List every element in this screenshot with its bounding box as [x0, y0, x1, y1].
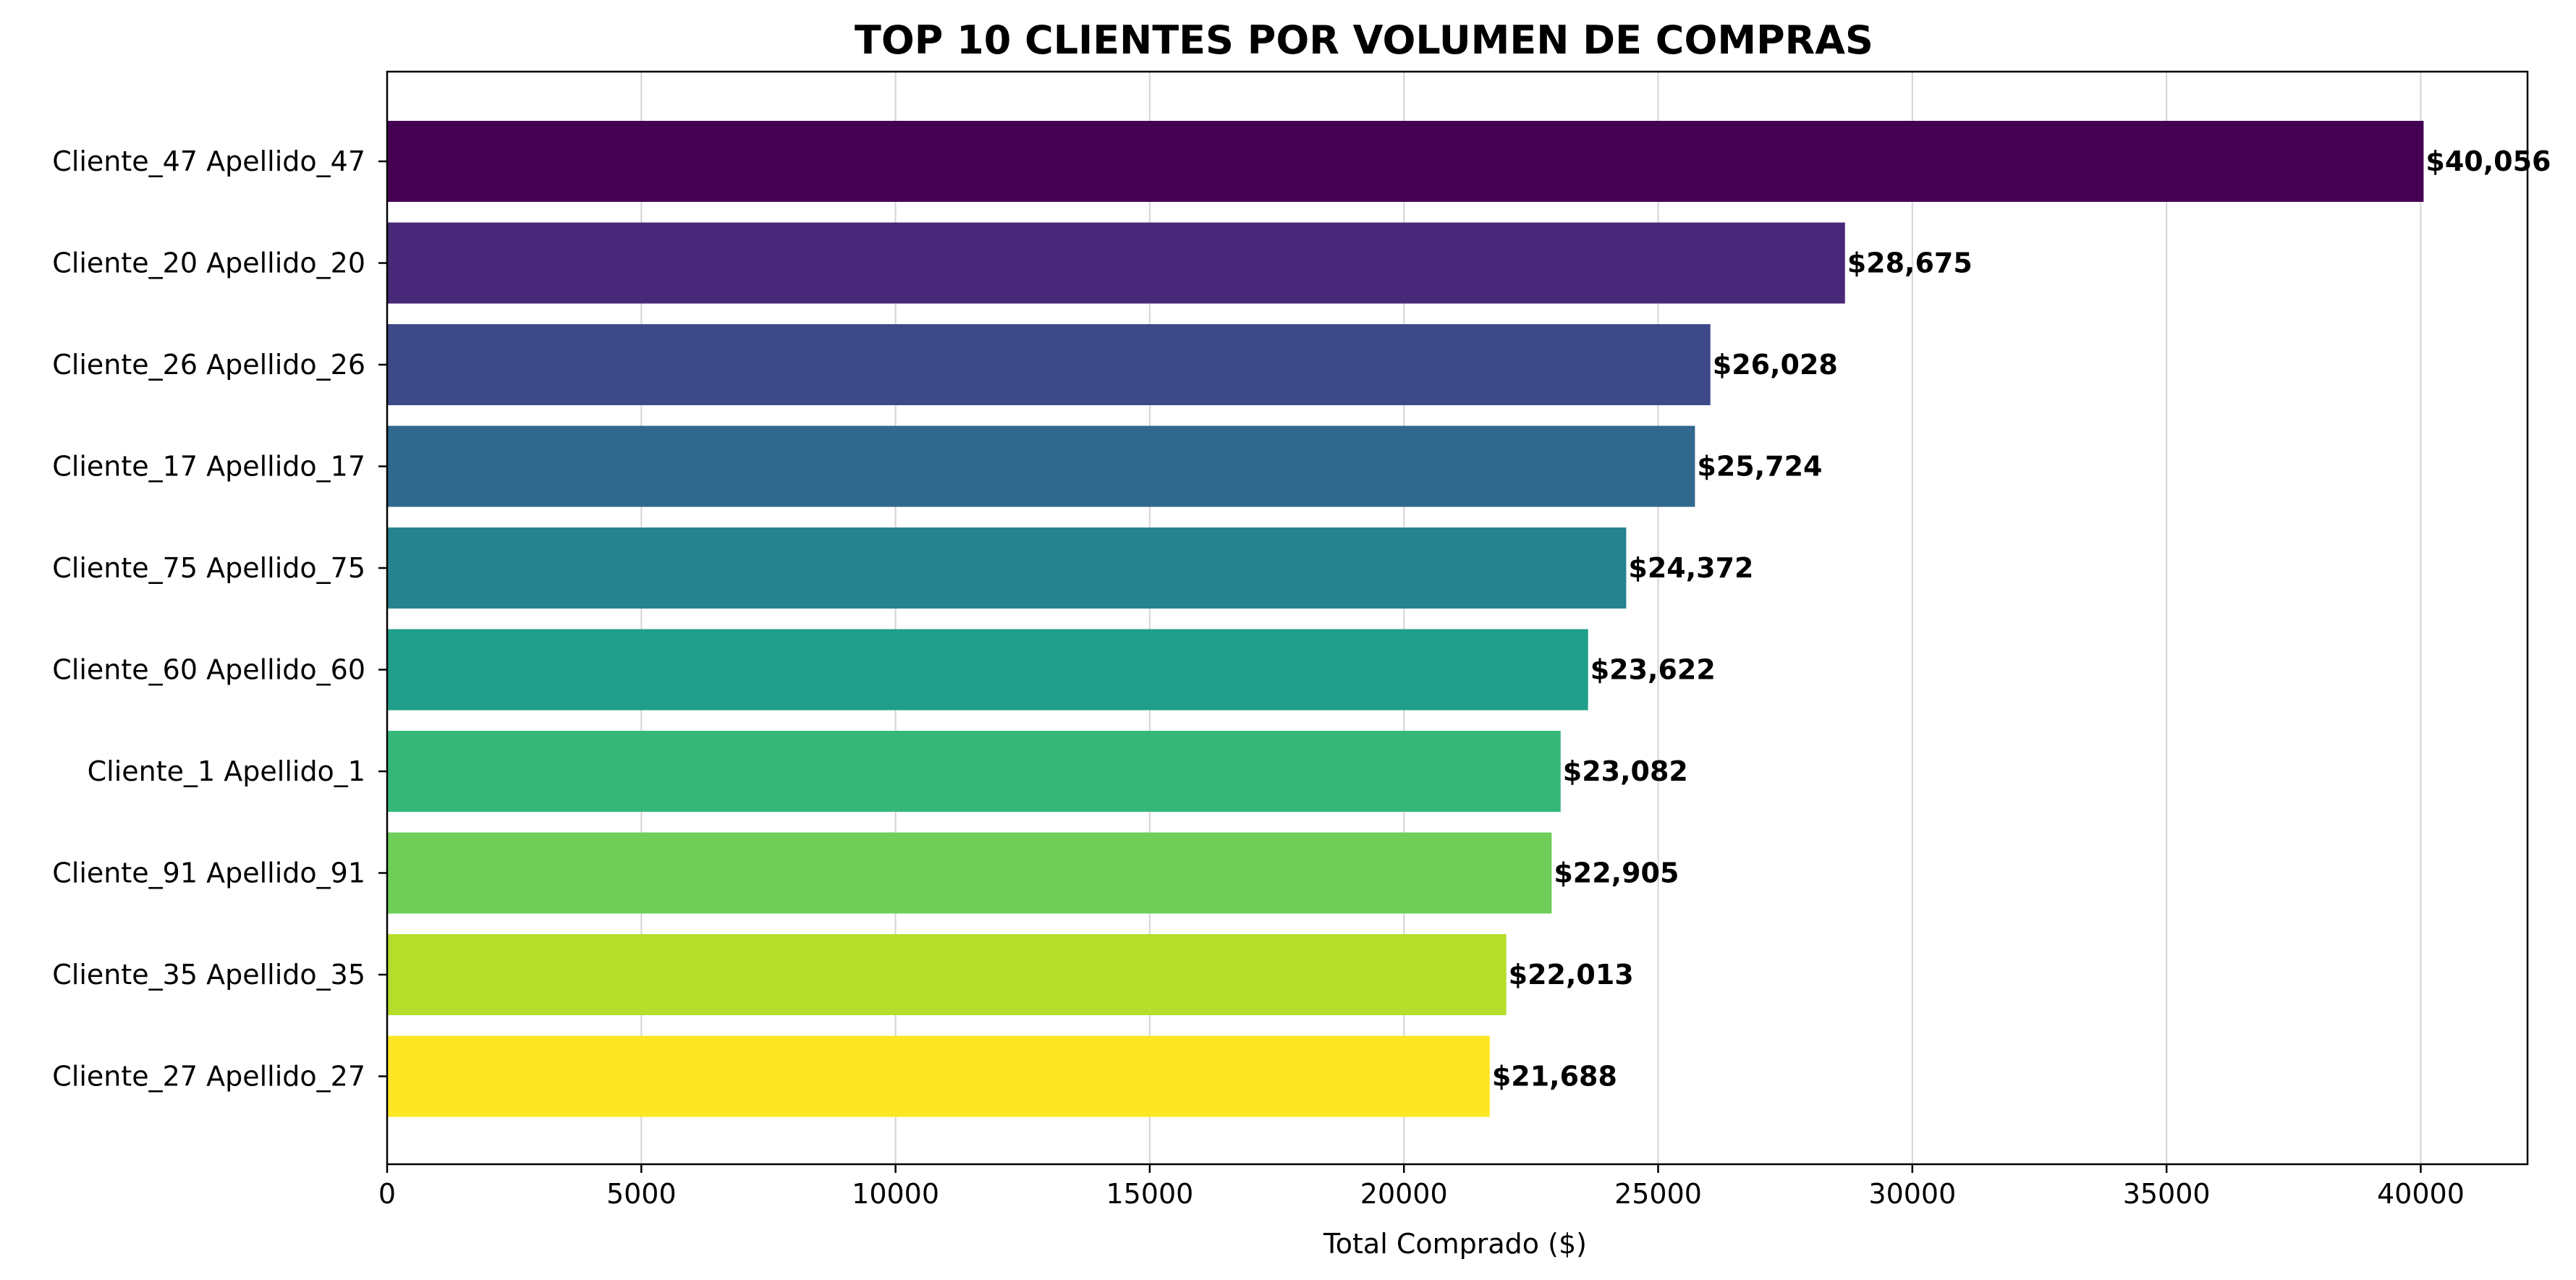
plot-frame	[386, 70, 2529, 1166]
x-axis-label: Total Comprado ($)	[1323, 1228, 1587, 1260]
chart-title: TOP 10 CLIENTES POR VOLUMEN DE COMPRAS	[855, 17, 1873, 63]
x-axis-ticks: 0 5000 10000 15000 20000 25000 30000 35000 40000	[378, 1164, 2465, 1210]
x-tick-label: 0	[378, 1178, 396, 1210]
bar	[387, 222, 1845, 304]
bar	[387, 934, 1507, 1015]
x-tick-label: 10000	[852, 1178, 939, 1210]
x-tick-label: 25000	[1614, 1178, 1702, 1210]
x-tick-label: 35000	[2123, 1178, 2211, 1210]
y-tick-label: Cliente_47 Apellido_47	[52, 145, 365, 177]
y-tick-label: Cliente_1 Apellido_1	[88, 755, 365, 787]
data-label: $26,028	[1713, 349, 1838, 381]
x-tick-label: 5000	[606, 1178, 677, 1210]
y-tick-label: Cliente_60 Apellido_60	[52, 654, 365, 686]
bar	[387, 1035, 1490, 1117]
data-label: $23,622	[1590, 654, 1716, 686]
data-label: $24,372	[1628, 552, 1753, 584]
bar	[387, 527, 1627, 609]
data-label: $21,688	[1492, 1061, 1617, 1093]
bar	[387, 832, 1552, 914]
bar	[387, 324, 1711, 405]
y-tick-label: Cliente_20 Apellido_20	[52, 247, 365, 279]
data-label: $25,724	[1697, 451, 1822, 483]
bar	[387, 629, 1588, 711]
bar	[387, 731, 1561, 812]
y-tick-label: Cliente_35 Apellido_35	[52, 959, 365, 991]
bar	[387, 425, 1695, 507]
data-label: $22,905	[1554, 857, 1679, 889]
y-tick-label: Cliente_75 Apellido_75	[52, 552, 365, 584]
y-tick-label: Cliente_17 Apellido_17	[52, 451, 365, 483]
y-axis-ticks: Cliente_47 Apellido_47 Cliente_20 Apellid…	[52, 145, 387, 1093]
y-tick-label: Cliente_91 Apellido_91	[52, 857, 365, 889]
data-label: $23,082	[1563, 755, 1688, 787]
x-tick-label: 40000	[2377, 1178, 2465, 1210]
x-tick-label: 20000	[1360, 1178, 1448, 1210]
bar	[387, 121, 2424, 202]
x-tick-label: 15000	[1106, 1178, 1193, 1210]
data-label: $22,013	[1509, 959, 1634, 991]
x-tick-label: 30000	[1868, 1178, 1956, 1210]
bars	[387, 121, 2424, 1117]
y-tick-label: Cliente_26 Apellido_26	[52, 349, 365, 381]
data-label: $40,056	[2425, 145, 2551, 177]
data-label: $28,675	[1847, 247, 1973, 279]
value-labels: $40,056 $28,675 $26,028 $25,724 $24,372 $23,6…	[1492, 145, 2551, 1093]
y-tick-label: Cliente_27 Apellido_27	[52, 1061, 365, 1093]
